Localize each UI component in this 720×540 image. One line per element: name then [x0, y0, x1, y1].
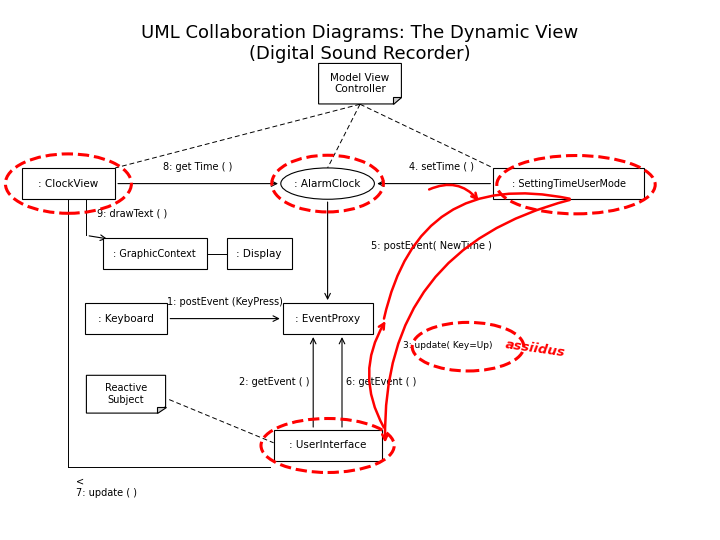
- Text: 3: update( Key=Up): 3: update( Key=Up): [403, 341, 492, 350]
- Text: : Keyboard: : Keyboard: [98, 314, 154, 323]
- Text: assiidus: assiidus: [504, 338, 566, 359]
- FancyBboxPatch shape: [283, 303, 373, 334]
- Text: 8: get Time ( ): 8: get Time ( ): [163, 161, 233, 172]
- Text: 2: getEvent ( ): 2: getEvent ( ): [239, 377, 310, 387]
- FancyBboxPatch shape: [103, 238, 207, 269]
- Text: : EventProxy: : EventProxy: [295, 314, 360, 323]
- Text: : UserInterface: : UserInterface: [289, 441, 366, 450]
- Text: : Display: : Display: [236, 249, 282, 259]
- Polygon shape: [393, 97, 402, 104]
- Text: 1: postEvent (KeyPress): 1: postEvent (KeyPress): [167, 296, 283, 307]
- Ellipse shape: [281, 168, 374, 199]
- Text: : ClockView: : ClockView: [38, 179, 99, 188]
- Text: UML Collaboration Diagrams: The Dynamic View
(Digital Sound Recorder): UML Collaboration Diagrams: The Dynamic …: [141, 24, 579, 63]
- FancyBboxPatch shape: [85, 303, 167, 334]
- FancyBboxPatch shape: [227, 238, 292, 269]
- Text: 6: getEvent ( ): 6: getEvent ( ): [346, 377, 416, 387]
- Polygon shape: [319, 64, 402, 104]
- FancyBboxPatch shape: [493, 168, 644, 199]
- Text: : AlarmClock: : AlarmClock: [294, 179, 361, 188]
- Text: Model View
Controller: Model View Controller: [330, 73, 390, 94]
- Polygon shape: [86, 375, 166, 413]
- Text: Reactive
Subject: Reactive Subject: [105, 383, 147, 405]
- FancyBboxPatch shape: [274, 430, 382, 461]
- Text: 9: drawText ( ): 9: drawText ( ): [97, 208, 168, 218]
- Text: 4. setTime ( ): 4. setTime ( ): [408, 161, 474, 172]
- Text: 5: postEvent( NewTime ): 5: postEvent( NewTime ): [371, 241, 492, 251]
- Text: : GraphicContext: : GraphicContext: [114, 249, 196, 259]
- FancyBboxPatch shape: [22, 168, 115, 199]
- Polygon shape: [157, 407, 166, 413]
- Text: <
7: update ( ): < 7: update ( ): [76, 476, 137, 498]
- Text: : SettingTimeUserMode: : SettingTimeUserMode: [512, 179, 626, 188]
